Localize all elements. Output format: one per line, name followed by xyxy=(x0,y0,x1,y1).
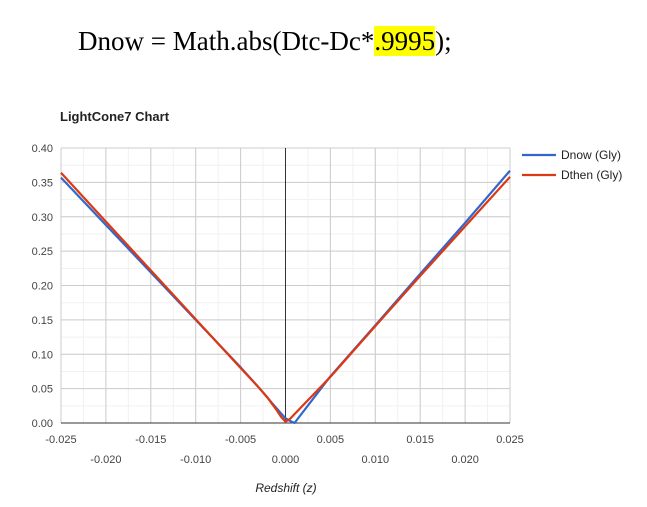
y-tick-label: 0.10 xyxy=(32,349,53,361)
formula-suffix: ); xyxy=(435,26,452,56)
y-tick-label: 0.00 xyxy=(32,418,53,430)
formula-highlight: .9995 xyxy=(374,26,436,56)
x-axis-label: Redshift (z) xyxy=(255,481,316,495)
x-tick-label: -0.010 xyxy=(180,454,211,466)
formula-prefix: Dnow = Math.abs(Dtc-Dc* xyxy=(78,26,375,56)
x-tick-label: -0.015 xyxy=(135,434,166,446)
y-tick-label: 0.05 xyxy=(32,384,53,396)
y-tick-label: 0.30 xyxy=(32,212,53,224)
x-tick-label: 0.025 xyxy=(496,434,524,446)
series-line-dthen xyxy=(60,172,511,423)
x-tick-label: 0.005 xyxy=(317,434,345,446)
legend-label: Dthen (Gly) xyxy=(561,168,622,182)
x-tick-label: 0.000 xyxy=(272,454,300,466)
x-tick-label: -0.020 xyxy=(90,454,121,466)
y-tick-label: 0.40 xyxy=(32,143,53,155)
y-axis-tick-labels: 0.00 0.05 0.10 0.15 0.20 0.25 0.30 0.35 0.40 xyxy=(32,143,53,430)
y-tick-label: 0.15 xyxy=(32,315,53,327)
x-tick-label: -0.005 xyxy=(225,434,256,446)
legend-label: Dnow (Gly) xyxy=(561,148,621,162)
y-tick-label: 0.25 xyxy=(32,246,53,258)
x-tick-label: 0.015 xyxy=(406,434,434,446)
formula-text: Dnow = Math.abs(Dtc-Dc*.9995); xyxy=(78,26,452,57)
x-tick-label: -0.025 xyxy=(45,434,76,446)
legend: Dnow (Gly) Dthen (Gly) xyxy=(522,148,622,182)
chart-title: LightCone7 Chart xyxy=(60,109,170,124)
y-tick-label: 0.20 xyxy=(32,281,53,293)
series-lines xyxy=(60,169,511,425)
x-tick-label: 0.020 xyxy=(451,454,479,466)
grid-lines xyxy=(60,147,511,424)
y-tick-label: 0.35 xyxy=(32,177,53,189)
x-axis-tick-labels: -0.025 -0.015 -0.005 0.005 0.015 0.025 -0.020 -… xyxy=(45,434,523,466)
x-tick-label: 0.010 xyxy=(362,454,390,466)
